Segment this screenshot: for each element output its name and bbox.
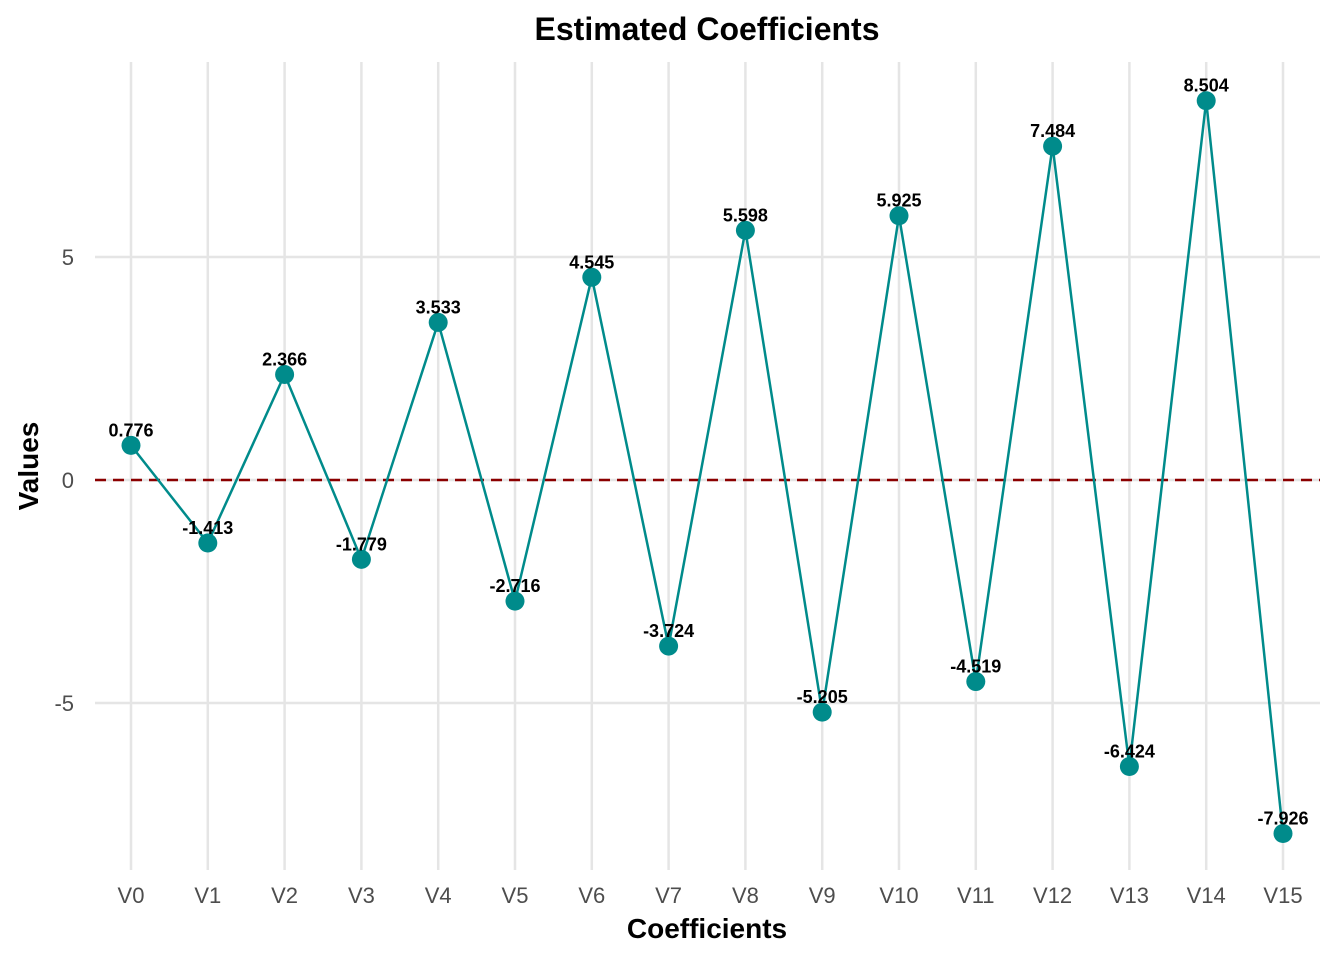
x-tick-label: V12 — [1033, 883, 1072, 908]
x-tick-label: V3 — [348, 883, 375, 908]
x-tick-label: V9 — [809, 883, 836, 908]
y-tick-labels: -5 0 5 — [54, 245, 74, 716]
data-label: 4.545 — [569, 252, 614, 272]
data-point — [1043, 136, 1063, 156]
data-point — [1119, 757, 1139, 777]
y-tick-label: -5 — [54, 691, 74, 716]
data-point — [1273, 823, 1293, 843]
data-label: -1.779 — [336, 534, 387, 554]
data-point — [735, 220, 755, 240]
x-tick-label: V8 — [732, 883, 759, 908]
x-tick-label: V15 — [1263, 883, 1302, 908]
x-tick-label: V7 — [655, 883, 682, 908]
data-label: -2.716 — [489, 576, 540, 596]
data-point — [812, 702, 832, 722]
chart-title: Estimated Coefficients — [535, 11, 880, 47]
x-tick-labels: V0 V1 V2 V3 V4 V5 V6 V7 V8 V9 V10 V11 V12 V13 V14 V15 — [118, 883, 1303, 908]
data-point — [966, 672, 986, 692]
data-label: -7.926 — [1257, 808, 1308, 828]
x-tick-label: V10 — [879, 883, 918, 908]
data-label: -1.413 — [182, 518, 233, 538]
data-point — [505, 591, 525, 611]
data-labels: 0.776 -1.413 2.366 -1.779 3.533 -2.716 4.545 -3… — [108, 76, 1308, 829]
x-tick-label: V6 — [578, 883, 605, 908]
data-points — [121, 91, 1293, 843]
x-tick-label: V13 — [1110, 883, 1149, 908]
x-tick-label: V5 — [502, 883, 529, 908]
x-axis-label: Coefficients — [627, 913, 787, 944]
y-tick-label: 0 — [62, 468, 74, 493]
data-label: 7.484 — [1030, 121, 1075, 141]
data-point — [1196, 91, 1216, 111]
data-label: 2.366 — [262, 349, 307, 369]
data-label: 5.598 — [723, 205, 768, 225]
data-point — [659, 636, 679, 656]
x-tick-label: V2 — [271, 883, 298, 908]
data-label: -3.724 — [643, 621, 694, 641]
data-label: -4.519 — [950, 657, 1001, 677]
data-point — [582, 267, 602, 287]
x-tick-label: V4 — [425, 883, 452, 908]
data-point — [121, 435, 141, 455]
series-line — [130, 100, 1285, 834]
data-point — [351, 549, 371, 569]
data-label: -6.424 — [1104, 742, 1155, 762]
data-point — [198, 533, 218, 553]
data-point — [889, 206, 909, 226]
x-tick-label: V0 — [118, 883, 145, 908]
data-label: 0.776 — [108, 420, 153, 440]
x-tick-label: V11 — [957, 883, 995, 908]
data-point — [428, 312, 448, 332]
data-label: 5.925 — [876, 191, 921, 211]
x-tick-label: V14 — [1187, 883, 1226, 908]
y-tick-label: 5 — [62, 245, 74, 270]
data-label: -5.205 — [797, 687, 848, 707]
data-label: 3.533 — [416, 297, 461, 317]
y-axis-label: Values — [13, 422, 44, 511]
x-tick-label: V1 — [194, 883, 221, 908]
data-point — [275, 364, 295, 384]
data-label: 8.504 — [1184, 76, 1229, 96]
